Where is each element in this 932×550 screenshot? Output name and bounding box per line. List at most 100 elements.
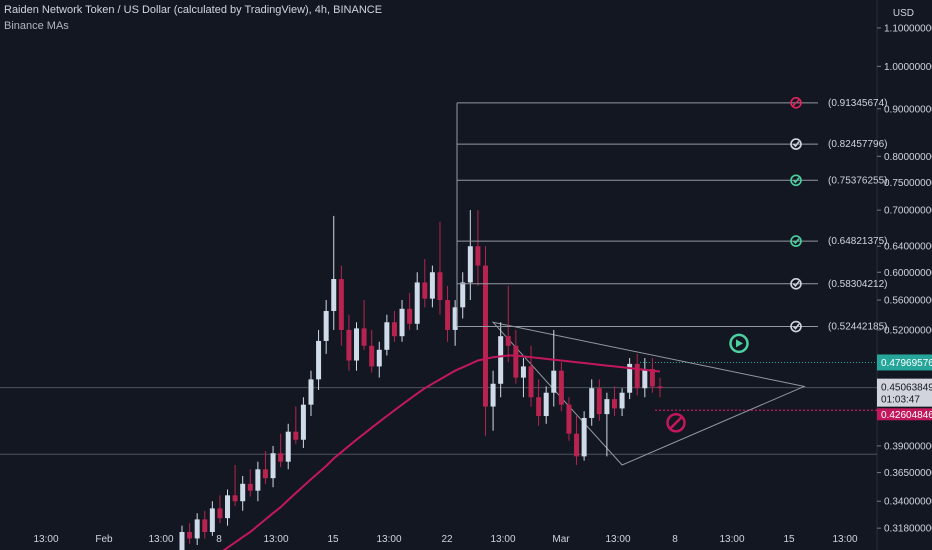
fib-label-3: (0.75376255) [828, 175, 888, 186]
check-icon [790, 235, 802, 247]
stop-price-label: 0.42604846 [881, 410, 932, 421]
candle-body [566, 404, 572, 434]
candle-body [498, 336, 504, 384]
check-icon [790, 278, 802, 290]
candle-body [437, 272, 443, 301]
y-tick-label: 0.39000000 [884, 441, 932, 452]
candle-body [429, 272, 435, 299]
x-tick-label: 8 [216, 534, 222, 545]
candle-body [270, 453, 276, 479]
candle-body [278, 453, 284, 462]
check-mark [792, 177, 800, 184]
candle-body [232, 495, 238, 502]
candle-body [619, 392, 625, 409]
entry-price-label: 0.47969576 [881, 358, 932, 369]
x-tick-label: 13:00 [832, 534, 857, 545]
candle-body [293, 431, 299, 440]
symmetrical-triangle[interactable] [491, 321, 806, 466]
candle-body [482, 265, 488, 407]
candle-body [376, 349, 382, 367]
play-icon [729, 333, 749, 354]
time-axis[interactable]: 13:00 Feb 13:00 8 13:00 15 13:00 22 13:00 Mar 13:0… [33, 534, 857, 545]
x-tick-label: 15 [783, 534, 795, 545]
candles [179, 210, 663, 550]
candle-body [384, 322, 390, 350]
fib-label-4: (0.64821375) [828, 236, 888, 247]
candle-body [407, 308, 413, 324]
signal-icons [666, 97, 802, 433]
fib-targets[interactable]: (0.91345674) (0.82457796) (0.75376255) (0.6… [456, 98, 888, 333]
stop-price-tag [877, 408, 932, 421]
x-tick-label: 13:00 [490, 534, 515, 545]
candle-body [490, 383, 496, 407]
y-tick-label: 0.90000000 [884, 104, 932, 115]
x-tick-label: Mar [552, 534, 570, 545]
candle-body [316, 340, 322, 380]
check-icon [790, 174, 802, 187]
candle-body [414, 282, 420, 324]
x-tick-label: 13:00 [376, 534, 401, 545]
candle-body [574, 433, 580, 457]
last-price-label: 0.45063849 [881, 383, 932, 394]
candle-body [338, 279, 344, 330]
last-price-tag [877, 378, 932, 407]
check-mark [792, 280, 800, 288]
candle-body [452, 307, 458, 330]
candle-body [581, 417, 587, 457]
x-tick-label: 13:00 [263, 534, 288, 545]
candle-body [536, 397, 542, 417]
fib-label-6: (0.52442185) [828, 322, 888, 333]
candle-body [187, 531, 193, 539]
candle-body [657, 386, 663, 389]
check-icon [790, 138, 802, 150]
x-tick-label: 8 [672, 534, 678, 545]
candle-body [551, 370, 557, 393]
candle-body [194, 519, 200, 539]
candle-body [399, 308, 405, 337]
price-axis[interactable]: 1.10000000 1.00000000 0.90000000 0.80000000… [877, 23, 932, 535]
candle-body [634, 363, 640, 389]
fib-label-2: (0.82457796) [828, 139, 888, 150]
candle-body [202, 519, 208, 532]
candle-body [354, 328, 360, 361]
x-tick-label: 13:00 [148, 534, 173, 545]
candle-body [543, 392, 549, 417]
moving-average [222, 354, 661, 550]
x-tick-label: 15 [327, 534, 339, 545]
candle-body [422, 282, 428, 299]
candle-body [445, 300, 451, 330]
check-icon [790, 320, 802, 333]
reference-lines [0, 361, 877, 455]
candle-body [391, 322, 397, 337]
candle-body [611, 399, 617, 409]
currency-label: USD [892, 8, 914, 19]
no-entry-slash [669, 415, 683, 430]
candle-body [247, 483, 253, 491]
y-tick-label: 0.36500000 [884, 468, 932, 479]
candle-body [331, 279, 337, 312]
x-tick-label: 22 [441, 534, 453, 545]
candle-body [209, 508, 215, 532]
candle-body [467, 246, 473, 283]
y-tick-label: 0.34000000 [884, 497, 932, 508]
check-mark [792, 323, 800, 330]
y-tick-label: 0.52000000 [884, 325, 932, 336]
ma-line [222, 354, 661, 550]
candle-body [604, 399, 610, 415]
candle-body [346, 329, 352, 361]
candle-body [520, 366, 526, 378]
y-tick-label: 0.80000000 [884, 152, 932, 163]
candle-body [240, 483, 246, 502]
indicator-legend[interactable]: Binance MAs [4, 20, 69, 32]
candle-body [285, 431, 291, 462]
candle-body [262, 469, 268, 479]
x-tick-label: 13:00 [605, 534, 630, 545]
candle-body [649, 368, 655, 387]
x-tick-label: 13:00 [719, 534, 744, 545]
candle-body [627, 363, 633, 393]
candle-body [369, 345, 375, 367]
x-tick-label: 13:00 [33, 534, 58, 545]
x-tick-label: Feb [95, 534, 113, 545]
